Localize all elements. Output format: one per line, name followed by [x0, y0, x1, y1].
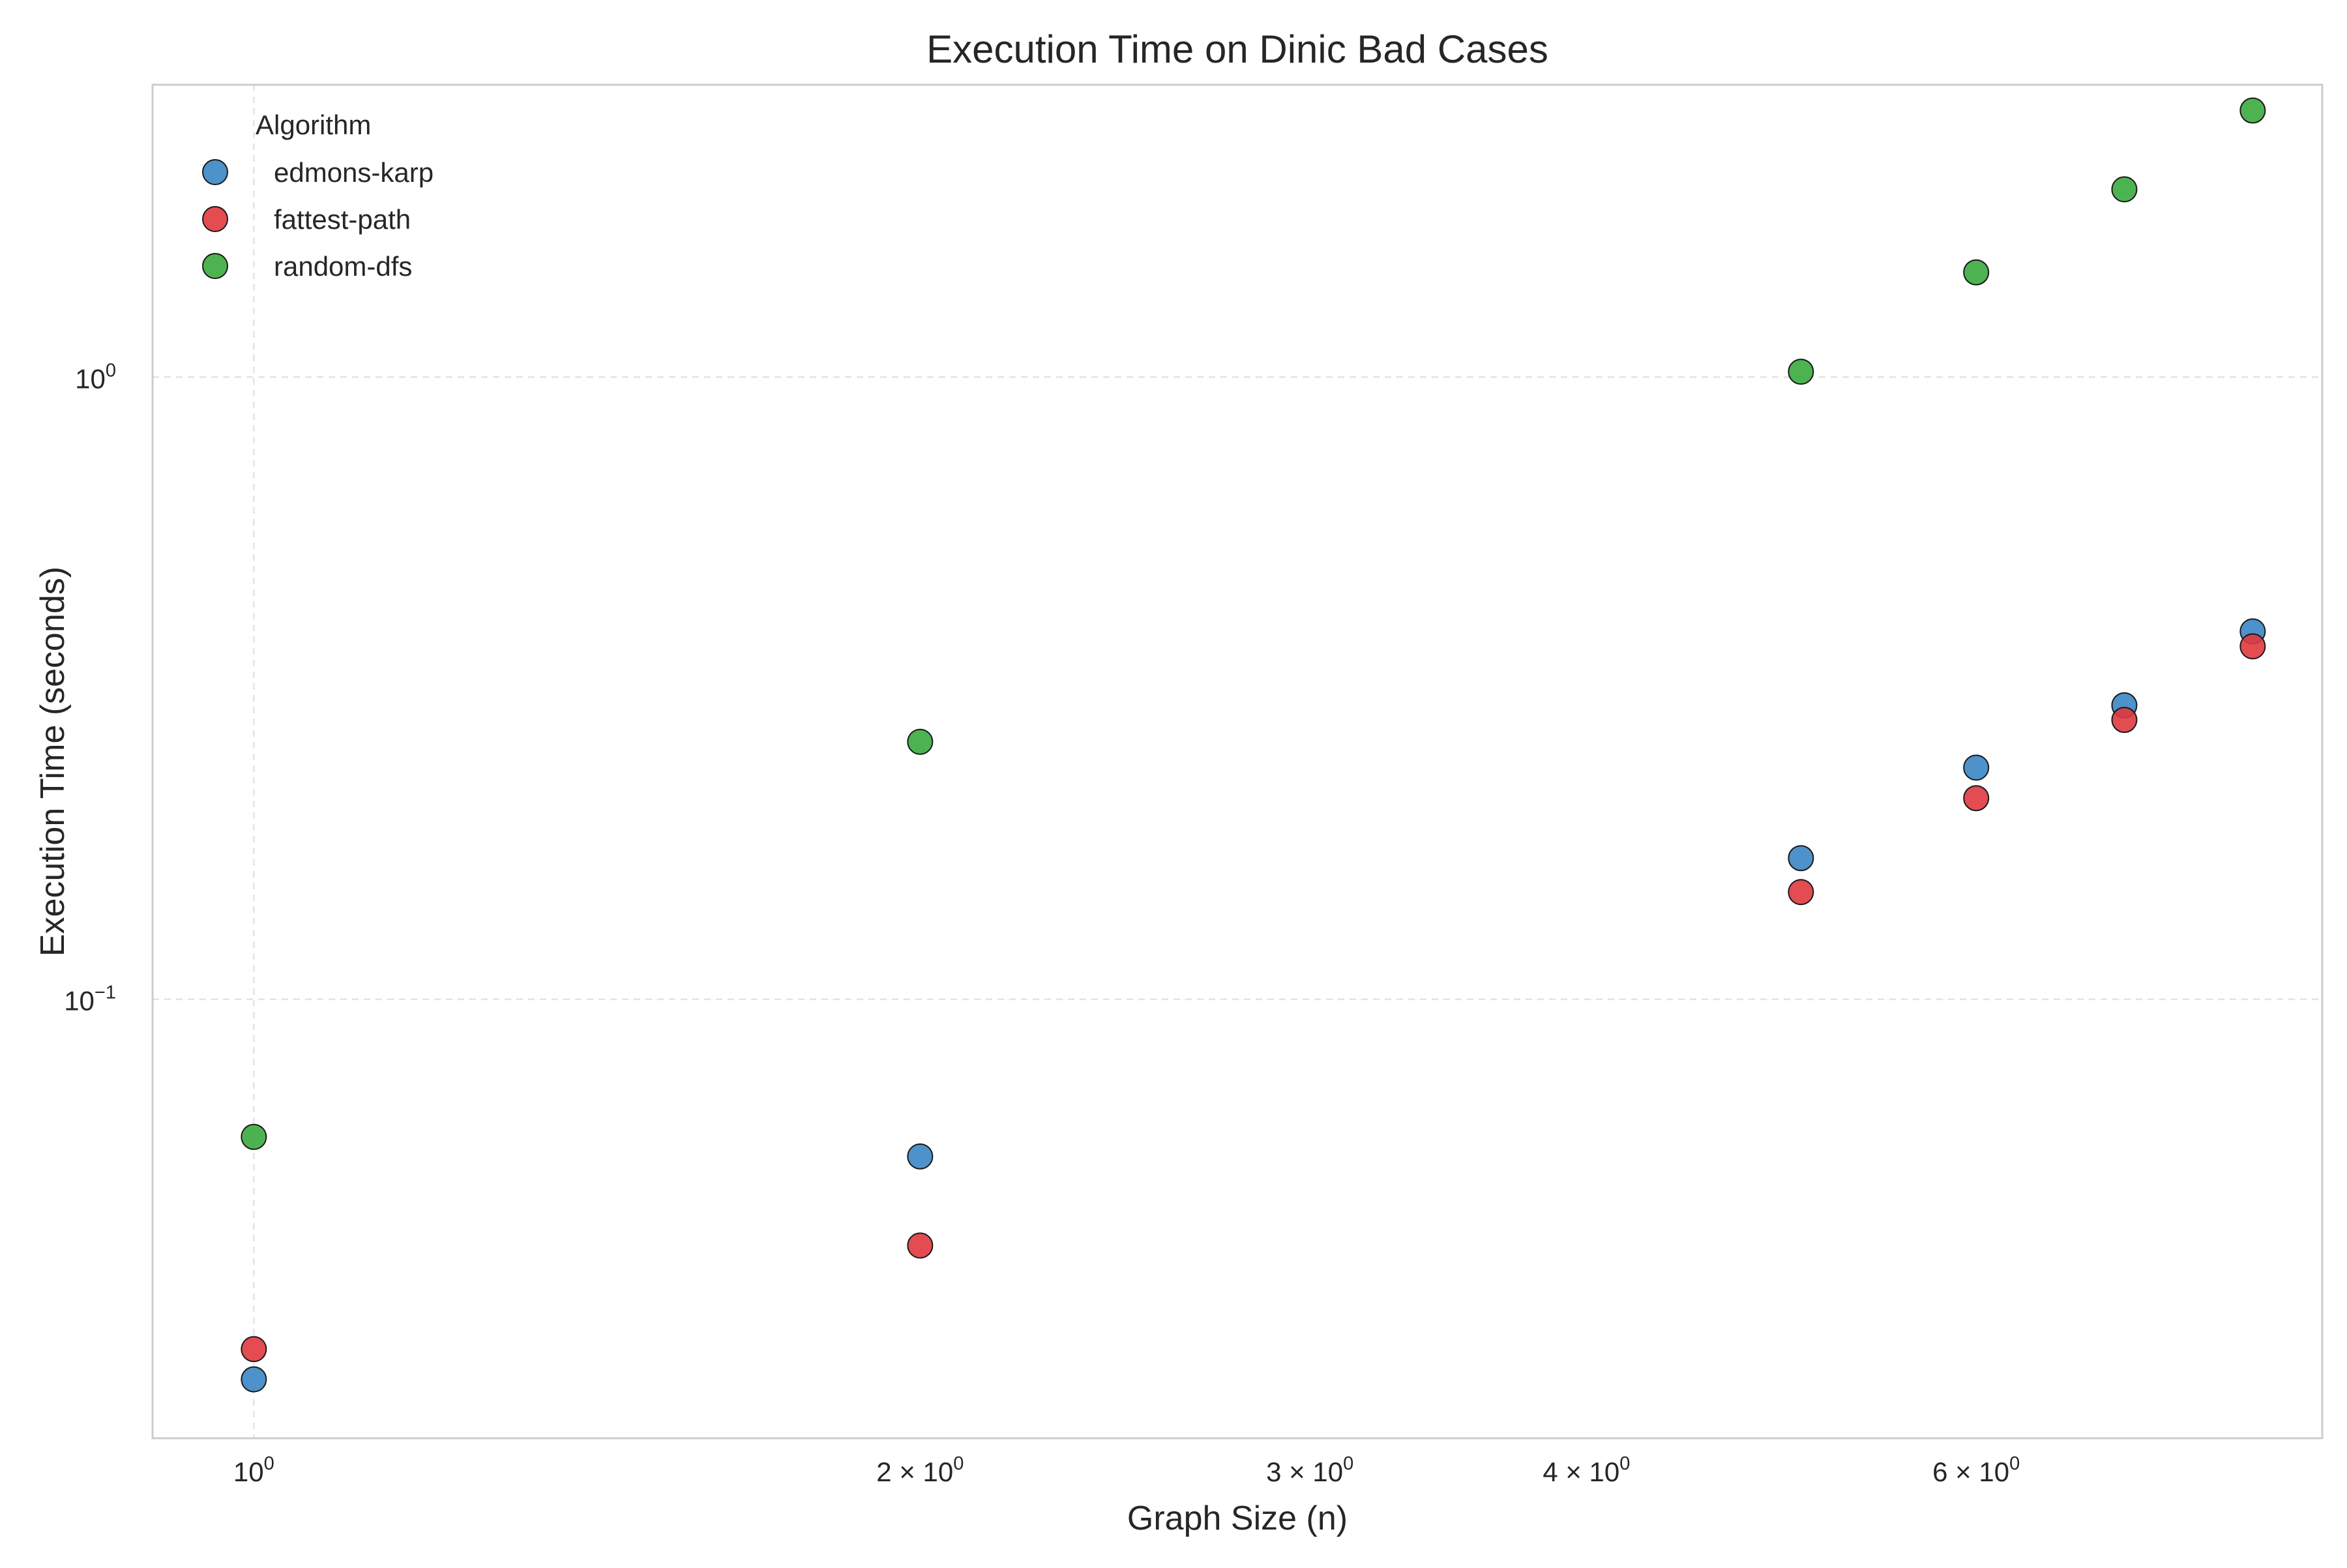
point-edmons-karp — [1788, 845, 1814, 872]
legend-label-fattest-path: fattest-path — [274, 204, 411, 235]
point-random-dfs — [1963, 259, 1990, 286]
legend-marker-fattest-path — [202, 206, 228, 232]
legend-marker-edmons-karp — [202, 159, 228, 185]
data-points — [241, 97, 2266, 1393]
x-axis-label: Graph Size (n) — [1127, 1500, 1348, 1537]
point-fattest-path — [1788, 879, 1814, 906]
x-tick-label: 3 × 100 — [1266, 1453, 1353, 1487]
x-tick-label: 4 × 100 — [1543, 1453, 1630, 1487]
x-tick-label: 2 × 100 — [876, 1453, 964, 1487]
y-axis-label: Execution Time (seconds) — [34, 567, 72, 956]
chart-title: Execution Time on Dinic Bad Cases — [926, 27, 1548, 71]
legend-marker-random-dfs — [202, 253, 228, 279]
point-edmons-karp — [241, 1366, 267, 1393]
point-random-dfs — [907, 728, 934, 755]
y-tick-label: 100 — [75, 360, 116, 394]
point-fattest-path — [241, 1336, 267, 1363]
grid-lines — [153, 85, 2322, 1438]
legend-label-edmons-karp: edmons-karp — [274, 157, 434, 188]
point-random-dfs — [2111, 176, 2138, 203]
point-fattest-path — [2239, 633, 2266, 660]
legend-label-random-dfs: random-dfs — [274, 251, 412, 282]
point-random-dfs — [2239, 97, 2266, 124]
point-random-dfs — [1788, 359, 1814, 385]
point-fattest-path — [1963, 785, 1990, 812]
point-edmons-karp — [1963, 754, 1990, 781]
legend: Algorithm edmons-karp fattest-path random-… — [202, 110, 434, 282]
point-fattest-path — [907, 1232, 934, 1259]
plot-frame — [151, 83, 2324, 1440]
y-tick-label: 10−1 — [64, 983, 116, 1016]
x-tick-label: 6 × 100 — [1932, 1453, 2020, 1487]
x-tick-label: 100 — [233, 1453, 274, 1487]
legend-title: Algorithm — [256, 110, 371, 140]
point-fattest-path — [2111, 707, 2138, 733]
point-edmons-karp — [907, 1143, 934, 1170]
axis-ticks: 100 2 × 100 3 × 100 4 × 100 6 × 100 10−1 100 — [64, 360, 2020, 1487]
point-random-dfs — [241, 1123, 267, 1150]
